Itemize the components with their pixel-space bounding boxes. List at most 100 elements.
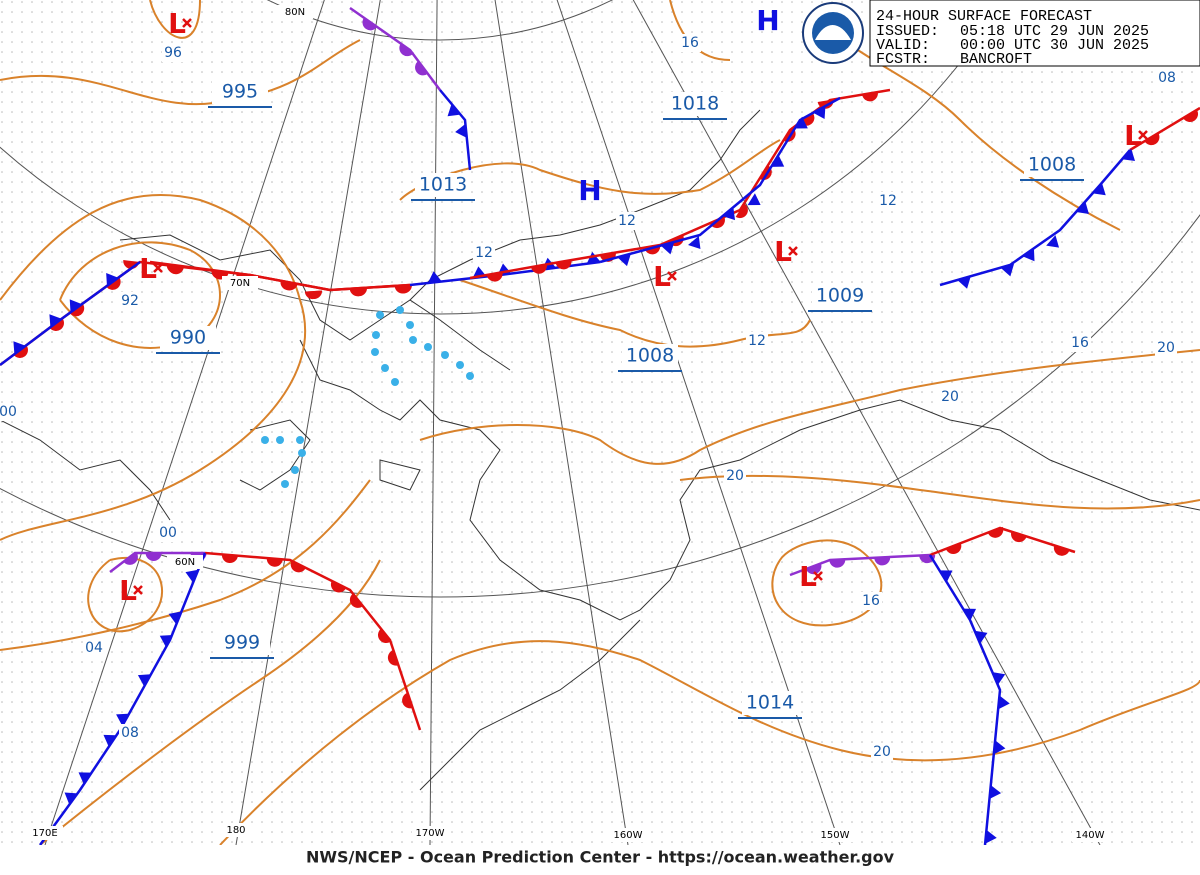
precip-dot xyxy=(261,436,269,444)
warm-front-marker xyxy=(221,554,238,564)
low-center: L xyxy=(168,7,186,40)
isobar-label: 12 xyxy=(879,193,897,209)
low-x xyxy=(1138,130,1148,140)
isobar-label: 04 xyxy=(85,640,103,656)
pressure-label-bg xyxy=(1024,153,1080,177)
warm-front-marker xyxy=(1011,531,1027,543)
warm-front-marker xyxy=(387,650,399,666)
isobar-label-bg xyxy=(1155,339,1177,357)
cold-front-marker xyxy=(137,674,151,687)
isobar-label: 12 xyxy=(475,245,493,261)
isobar-label: 12 xyxy=(748,333,766,349)
warm-front-marker xyxy=(555,260,572,270)
cold-front-marker xyxy=(963,608,977,621)
pressure-label: 995 xyxy=(222,81,258,103)
pressure-label: 1008 xyxy=(1028,154,1076,176)
cold-front-marker xyxy=(1022,248,1035,262)
warm-front-marker xyxy=(735,203,748,219)
warm-front-marker xyxy=(69,303,85,317)
precip-dot xyxy=(376,311,384,319)
grid-label-bg xyxy=(218,823,254,837)
cold-front-marker xyxy=(1122,148,1136,162)
warm-front-marker xyxy=(829,559,846,568)
isobar-label: 00 xyxy=(159,525,177,541)
low-center: L xyxy=(774,235,792,268)
isobar-label-bg xyxy=(119,724,141,742)
isobar-label: 20 xyxy=(726,468,744,484)
precip-dot xyxy=(466,372,474,380)
cold-front-marker xyxy=(427,271,442,284)
low-center: L xyxy=(1124,119,1142,152)
precip-dot xyxy=(296,436,304,444)
isobar-label-bg xyxy=(871,743,893,761)
precip-dot xyxy=(396,306,404,314)
low-center: L xyxy=(799,560,817,593)
precip-dot xyxy=(372,331,380,339)
cold-front-marker xyxy=(813,106,826,120)
cold-front-marker xyxy=(64,792,78,805)
cold-front-marker xyxy=(985,829,997,844)
precip-dot xyxy=(406,321,414,329)
pressure-label-bg xyxy=(667,92,723,116)
warm-front-marker xyxy=(106,277,121,290)
grid-label: 150W xyxy=(821,830,850,841)
precip-dot xyxy=(391,378,399,386)
isobar-label: 08 xyxy=(121,725,139,741)
warm-front-marker xyxy=(266,558,283,567)
warm-front-marker xyxy=(805,563,822,575)
isobar-label-bg xyxy=(877,192,899,210)
cold-front-marker xyxy=(159,634,173,648)
low-x xyxy=(182,18,192,28)
pressure-label-bg xyxy=(214,631,270,655)
pressure-label-bg xyxy=(622,344,678,368)
low-x xyxy=(667,271,677,281)
warm-front-marker xyxy=(145,553,162,561)
low-x xyxy=(133,585,143,595)
isobar-label: 16 xyxy=(862,593,880,609)
precip-dot xyxy=(381,364,389,372)
header-title: 24-HOUR SURFACE FORECAST xyxy=(876,8,1092,25)
cold-front-marker xyxy=(586,251,601,264)
valid: 00:00 UTC 30 JUN 2025 xyxy=(960,37,1149,54)
warm-front-marker xyxy=(349,593,363,608)
low-center: L xyxy=(139,252,157,285)
cold-front-marker xyxy=(993,740,1006,755)
footer-bg xyxy=(0,845,1200,875)
warm-front-marker xyxy=(123,552,138,565)
cold-front-marker xyxy=(617,253,631,267)
warm-front-marker xyxy=(1053,545,1070,556)
warm-front-marker xyxy=(166,264,183,274)
grid-label: 60N xyxy=(175,557,195,568)
pressure-label-bg xyxy=(812,284,868,308)
grid-label-bg xyxy=(412,826,448,840)
precip-dot xyxy=(424,343,432,351)
grid-label-bg xyxy=(222,276,258,290)
isobar-label-bg xyxy=(1156,69,1178,87)
warm-front-marker xyxy=(399,43,414,57)
pressure-label: 1018 xyxy=(671,93,719,115)
grid-label: 170E xyxy=(32,828,57,839)
warm-front-marker xyxy=(362,17,378,31)
isobar-label: 92 xyxy=(121,293,139,309)
isobar-label-bg xyxy=(746,332,768,350)
isobar-label: 20 xyxy=(873,744,891,760)
isobar-label-bg xyxy=(162,44,184,62)
front-line xyxy=(929,526,1076,557)
cold-front-marker xyxy=(447,103,461,117)
grid-label: 140W xyxy=(1076,830,1105,841)
warm-front-marker xyxy=(304,290,321,300)
warm-front-marker xyxy=(394,284,411,294)
grid-label: 170W xyxy=(416,828,445,839)
precip-dot xyxy=(409,336,417,344)
isobar-label-bg xyxy=(1069,334,1091,352)
cold-front-marker xyxy=(1000,263,1015,277)
front-line xyxy=(939,149,1131,287)
cold-front-marker xyxy=(957,276,971,289)
precip-dot xyxy=(276,436,284,444)
cold-front-marker xyxy=(69,299,82,313)
high-center: H xyxy=(578,174,601,207)
isobar-label: 20 xyxy=(1157,340,1175,356)
warm-front-marker xyxy=(349,287,366,297)
low-center: L xyxy=(119,574,137,607)
